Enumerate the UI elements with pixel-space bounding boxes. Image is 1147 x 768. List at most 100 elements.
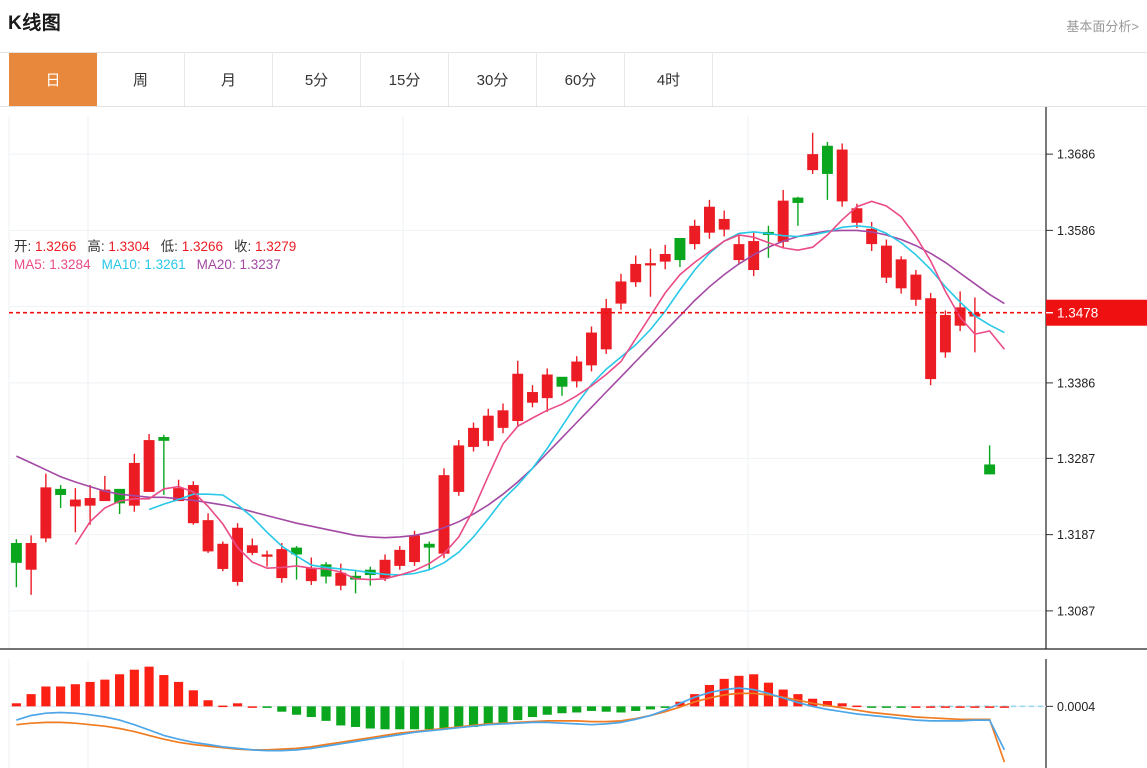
candle-body	[482, 415, 494, 441]
candle-body	[40, 487, 52, 539]
candle-body	[99, 489, 111, 502]
macd-histogram-bar	[424, 706, 434, 730]
ma5-line	[74, 200, 1006, 581]
macd-histogram-bar	[911, 706, 921, 708]
candle-body	[497, 410, 509, 428]
tab-0[interactable]: 日	[9, 53, 97, 106]
macd-histogram-bar	[85, 681, 95, 707]
legend-key: MACD:	[14, 766, 58, 768]
candle-body	[158, 437, 170, 441]
tab-3[interactable]: 5分	[273, 53, 361, 106]
candle-body	[659, 254, 671, 262]
tab-7[interactable]: 4时	[625, 53, 713, 106]
candle-body	[423, 543, 435, 548]
tab-6[interactable]: 60分	[537, 53, 625, 106]
candle-body	[305, 568, 317, 582]
macd-histogram-bar	[542, 706, 552, 715]
period-tabbar: 日周月 5分 15分 30分 60分 4时	[0, 53, 1147, 107]
candle-body	[925, 298, 937, 380]
macd-histogram-bar	[115, 674, 125, 707]
price-tick-label: 1.3187	[1057, 528, 1095, 542]
candle-body	[335, 572, 347, 586]
macd-histogram-bar	[645, 706, 656, 710]
macd-histogram-bar	[277, 706, 287, 712]
macd-histogram-bar	[527, 706, 538, 718]
candle-body	[69, 499, 81, 507]
candle-body	[777, 200, 789, 242]
macd-histogram-bar	[56, 686, 66, 707]
candle-body	[187, 485, 199, 524]
tab-5[interactable]: 30分	[449, 53, 537, 106]
candle-body	[807, 154, 819, 171]
macd-histogram-bar	[498, 706, 508, 724]
candle-body	[556, 376, 568, 387]
tab-1[interactable]: 周	[97, 53, 185, 106]
legend-value: 1.3237	[239, 257, 281, 272]
macd-histogram-bar	[439, 706, 449, 729]
candle-body	[143, 440, 155, 492]
candle-body	[25, 543, 37, 570]
macd-histogram-bar	[896, 706, 906, 708]
candle-body	[836, 149, 848, 202]
legend-key: MA5:	[14, 257, 46, 272]
candle-body	[394, 549, 406, 566]
macd-histogram-bar	[955, 706, 965, 708]
candle-body	[527, 392, 538, 403]
legend-key: MA20:	[196, 257, 236, 272]
candle-body	[541, 374, 553, 399]
tab-2[interactable]: 月	[185, 53, 273, 106]
macd-histogram-bar	[350, 706, 361, 727]
legend-key: 低:	[160, 239, 178, 254]
macd-histogram-bar	[129, 669, 139, 707]
candle-body	[261, 554, 273, 557]
macd-histogram-bar	[690, 694, 700, 707]
macd-histogram-bar	[572, 706, 582, 713]
candle-body	[733, 244, 745, 261]
legend-key: 高:	[87, 239, 105, 254]
candle-body	[246, 545, 258, 553]
current-price-badge[interactable]	[1046, 299, 1147, 326]
candle-body	[792, 197, 804, 203]
macd-histogram-bar	[203, 700, 213, 707]
candle-body	[291, 547, 303, 555]
candle-body	[350, 575, 361, 580]
ma10-line	[148, 224, 1005, 576]
macd-zero-label: 0.0004	[1057, 700, 1095, 714]
macd-legend: MACD: 0.0032 DIFF: -0.0057 DEA: -0.0073	[14, 766, 289, 768]
fundamental-analysis-link[interactable]: 基本面分析>	[1066, 19, 1139, 34]
macd-histogram-bar	[999, 706, 1009, 708]
macd-histogram-bar	[380, 706, 390, 730]
macd-histogram-bar	[660, 706, 670, 708]
candle-body	[232, 527, 244, 582]
candle-body	[600, 308, 612, 350]
candle-body	[910, 274, 922, 300]
macd-histogram-bar	[306, 706, 316, 718]
kline-chart-svg[interactable]: 1.3686 1.3586 1.3386 1.3287 1.3187 1.3087 1.34…	[0, 107, 1147, 768]
candle-body	[128, 462, 140, 506]
macd-histogram-bar	[336, 706, 346, 726]
legend-value: 1.3266	[181, 239, 223, 254]
macd-histogram-bar	[454, 706, 464, 728]
candle-body	[821, 145, 833, 174]
candle-body	[10, 543, 22, 563]
macd-histogram-bar	[291, 706, 302, 715]
candle-body	[851, 208, 863, 223]
legend-value: 1.3284	[49, 257, 91, 272]
macd-histogram-bar	[100, 679, 110, 707]
price-tick-label: 1.3386	[1057, 376, 1095, 390]
candle-body	[939, 315, 951, 353]
candle-body	[674, 238, 686, 261]
macd-histogram-bar	[616, 706, 626, 713]
candle-body	[409, 535, 420, 563]
candle-body	[512, 373, 524, 422]
tab-4[interactable]: 15分	[361, 53, 449, 106]
candle-body	[173, 488, 185, 502]
candle-body	[438, 475, 450, 554]
candle-body	[630, 263, 642, 283]
macd-histogram-bar	[822, 701, 832, 707]
candle-body	[453, 445, 465, 492]
macd-histogram-bar	[41, 686, 51, 707]
candle-body	[276, 549, 288, 579]
macd-histogram-bar	[586, 706, 597, 711]
